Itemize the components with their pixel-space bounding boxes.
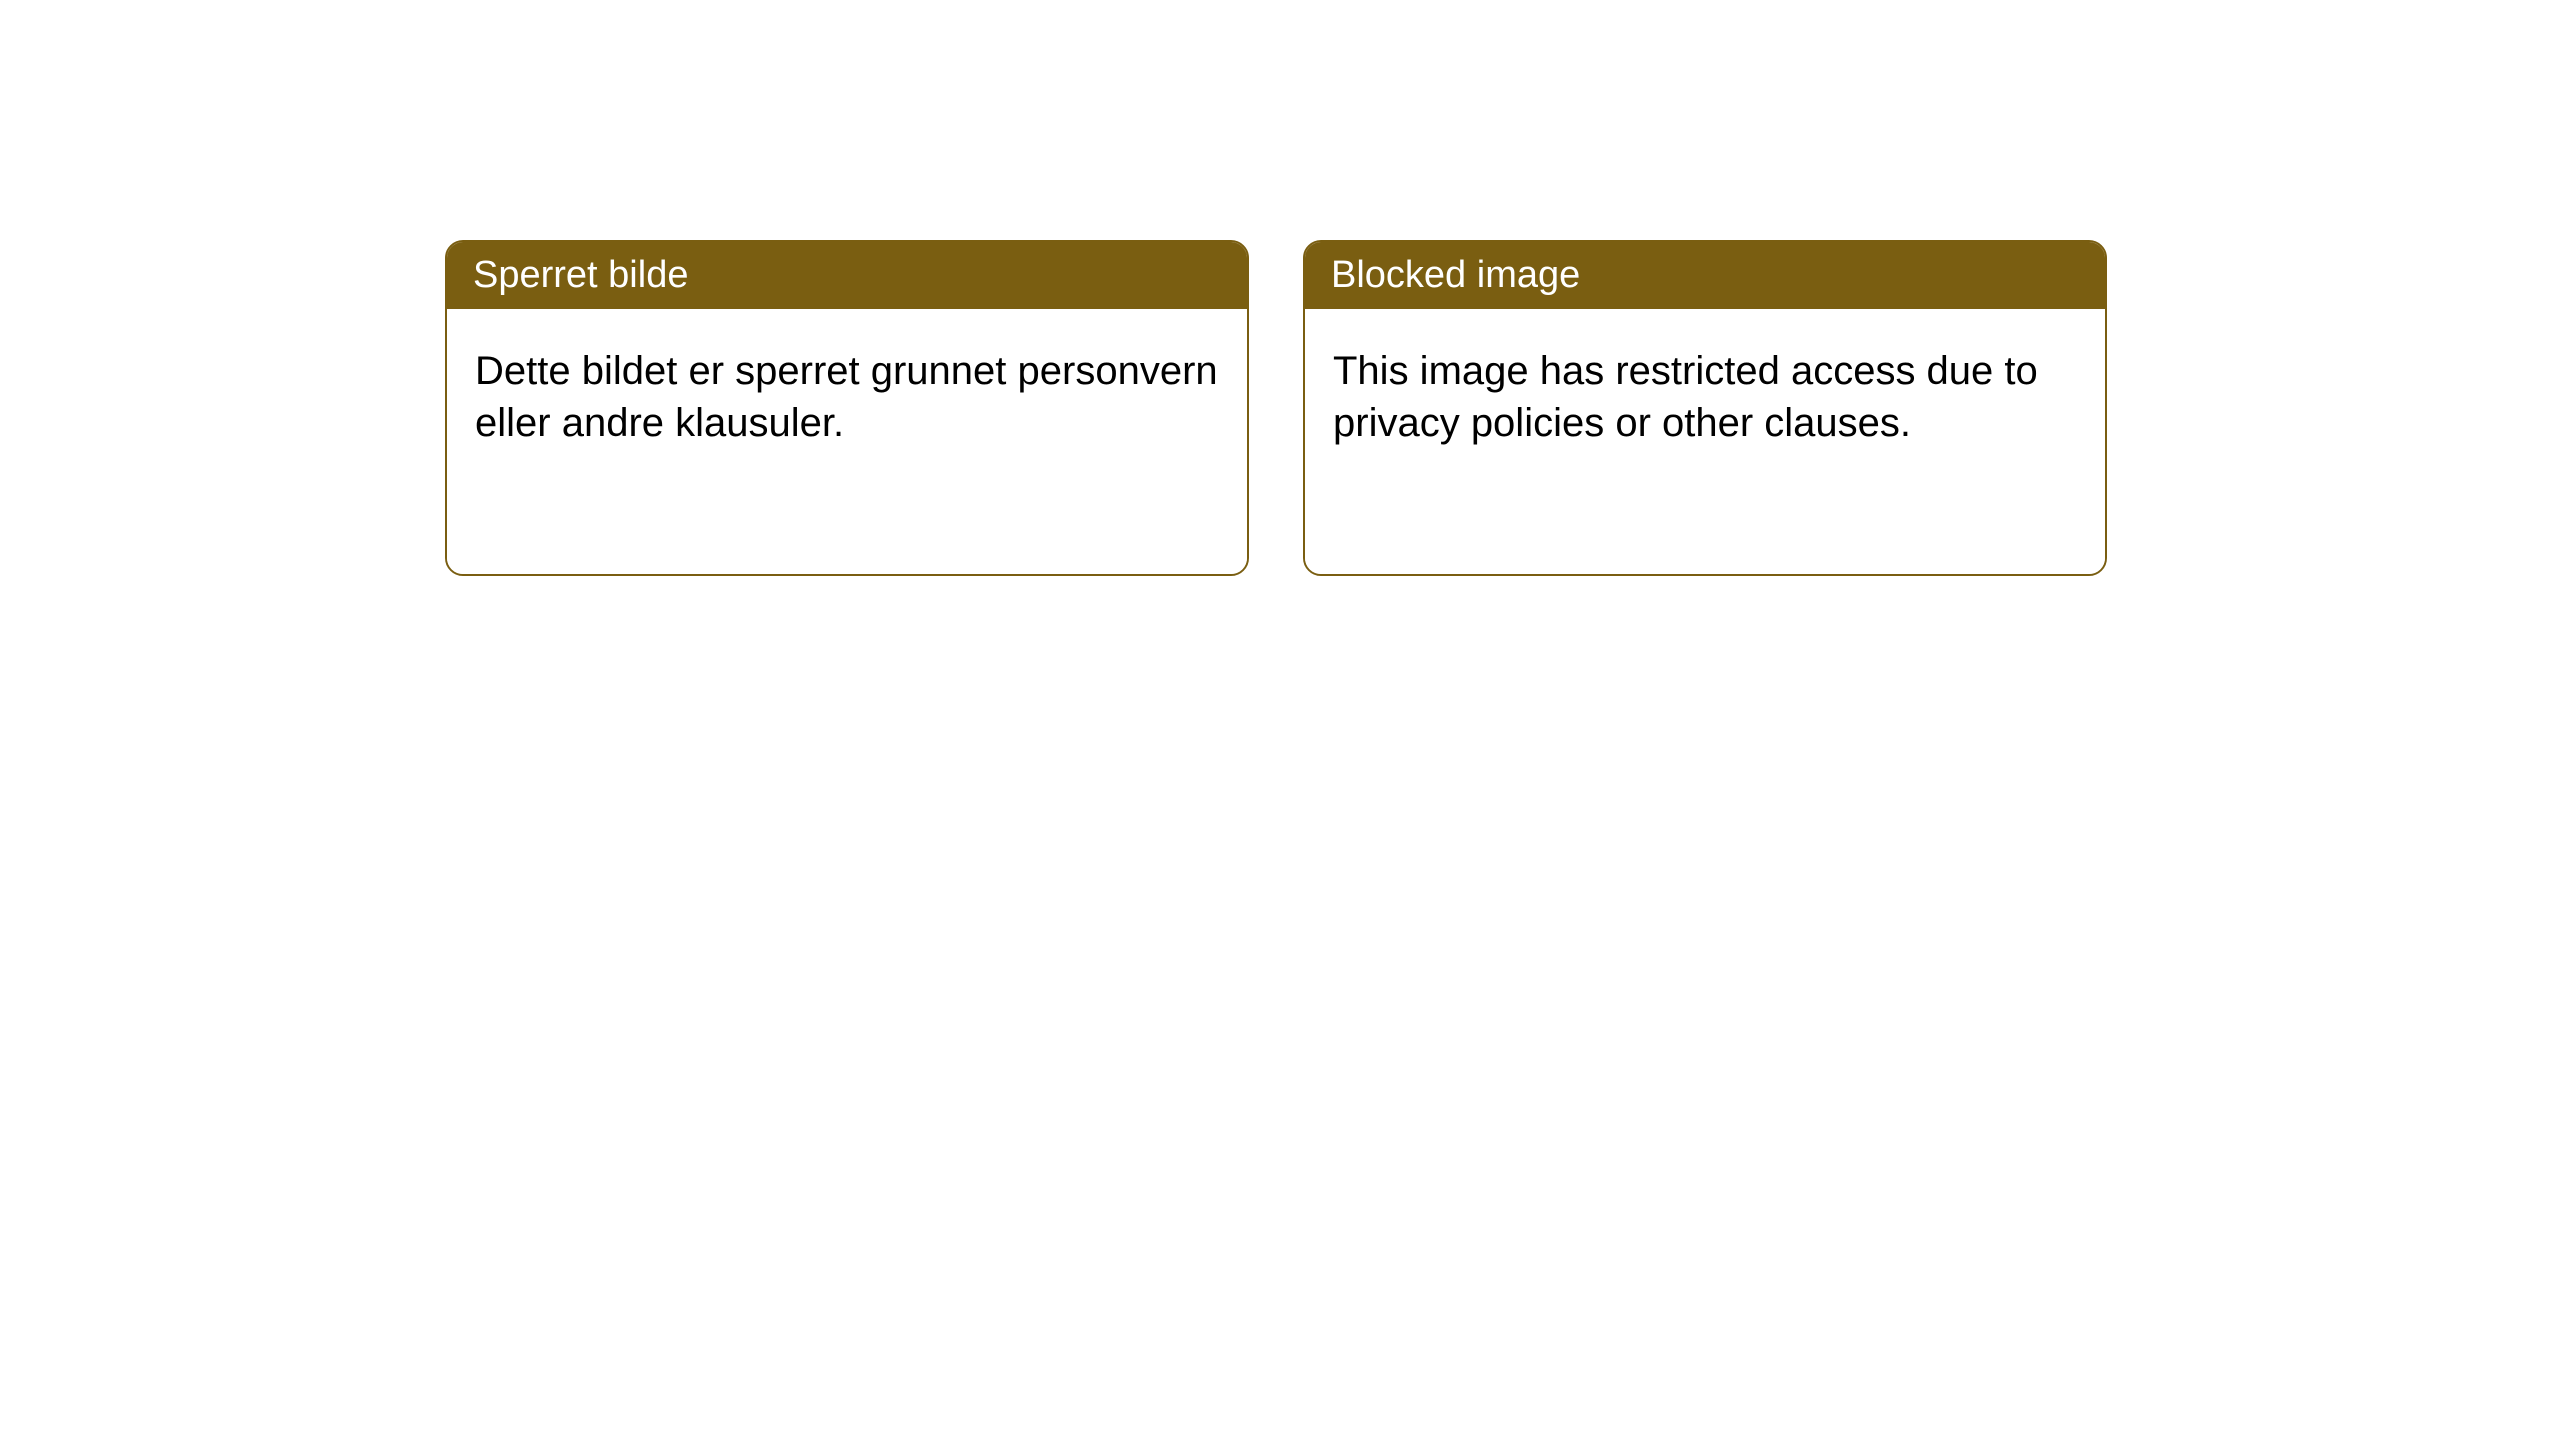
notice-title: Blocked image bbox=[1331, 254, 1580, 296]
notice-container: Sperret bilde Dette bildet er sperret gr… bbox=[0, 0, 2560, 576]
notice-body-text: This image has restricted access due to … bbox=[1333, 349, 2038, 445]
notice-body-text: Dette bildet er sperret grunnet personve… bbox=[475, 349, 1218, 445]
notice-header: Blocked image bbox=[1305, 242, 2105, 309]
notice-header: Sperret bilde bbox=[447, 242, 1247, 309]
notice-card-english: Blocked image This image has restricted … bbox=[1303, 240, 2107, 576]
notice-body: Dette bildet er sperret grunnet personve… bbox=[447, 309, 1247, 574]
notice-body: This image has restricted access due to … bbox=[1305, 309, 2105, 574]
notice-title: Sperret bilde bbox=[473, 254, 688, 296]
notice-card-norwegian: Sperret bilde Dette bildet er sperret gr… bbox=[445, 240, 1249, 576]
